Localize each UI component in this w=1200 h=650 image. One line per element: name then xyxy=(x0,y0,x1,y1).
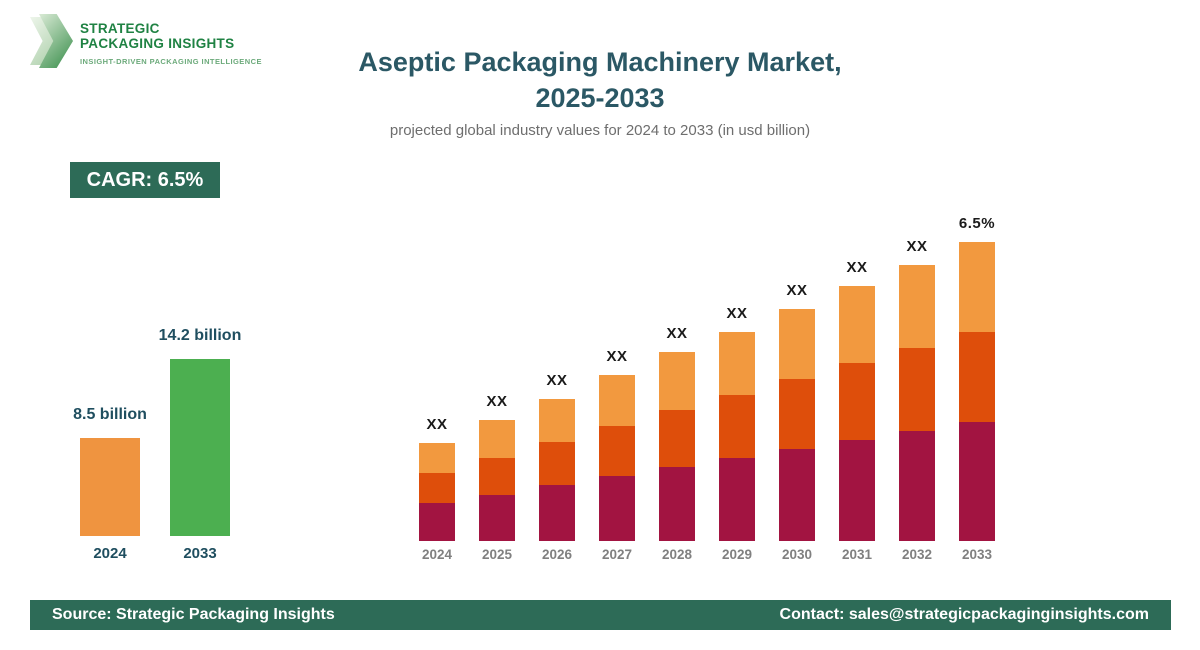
stacked-segment-top xyxy=(419,443,455,473)
footer-bar: Source: Strategic Packaging Insights Con… xyxy=(30,600,1171,630)
stacked-bar-top-label: XX xyxy=(606,348,628,365)
mini-bar-year-label: 2024 xyxy=(93,545,127,562)
stacked-segment-bottom xyxy=(539,485,575,541)
stacked-bar-year-label: 2029 xyxy=(721,547,753,562)
mini-bar-value-label: 14.2 billion xyxy=(158,327,242,344)
stacked-bar-year-label: 2033 xyxy=(961,547,993,562)
stacked-segment-top xyxy=(539,399,575,442)
stacked-bar-year-label: 2026 xyxy=(541,547,573,562)
stacked-bar-year-label: 2024 xyxy=(421,547,453,562)
page-title: Aseptic Packaging Machinery Market, 2025-… xyxy=(0,44,1200,116)
stacked-bar-top-label: 6.5% xyxy=(958,215,996,232)
stacked-segment-middle xyxy=(539,442,575,485)
stacked-bar-column-2024: XX 2024 xyxy=(419,416,455,562)
stacked-bar-column-2026: XX 2026 xyxy=(539,372,575,562)
summary-growth-chart: 8.5 billion 2024 14.2 billion 2033 xyxy=(73,327,242,562)
logo: STRATEGIC PACKAGING INSIGHTS INSIGHT-DRI… xyxy=(30,14,262,68)
stacked-bar-top-label: XX xyxy=(486,393,508,410)
stacked-segment-middle xyxy=(959,332,995,422)
page-subtitle: projected global industry values for 202… xyxy=(389,122,811,139)
cagr-badge: CAGR: 6.5% xyxy=(70,162,220,198)
stacked-bar-top-label: XX xyxy=(846,259,868,276)
stacked-segment-middle xyxy=(479,458,515,495)
mini-bar-2024 xyxy=(80,438,140,536)
stacked-segment-bottom xyxy=(839,440,875,541)
stacked-segment-middle xyxy=(779,379,815,449)
stacked-segment-bottom xyxy=(659,467,695,541)
stacked-bar-year-label: 2032 xyxy=(901,547,933,562)
stacked-segment-top xyxy=(719,332,755,395)
stacked-segment-middle xyxy=(599,426,635,476)
mini-bar-2033 xyxy=(170,359,230,536)
stacked-segment-middle xyxy=(899,348,935,431)
stacked-bar-column-2025: XX 2025 xyxy=(479,393,515,562)
stacked-segment-bottom xyxy=(779,449,815,541)
logo-name-line2: PACKAGING INSIGHTS xyxy=(80,36,235,51)
stacked-segment-bottom xyxy=(899,431,935,541)
stacked-bar-column-2027: XX 2027 xyxy=(599,348,635,562)
stacked-segment-middle xyxy=(719,395,755,458)
stacked-bar-top-label: XX xyxy=(786,282,808,299)
logo-tagline: INSIGHT-DRIVEN PACKAGING INTELLIGENCE xyxy=(80,57,262,66)
stacked-segment-top xyxy=(839,286,875,363)
stacked-bar-column-2033: 6.5% 2033 xyxy=(959,215,995,562)
stacked-segment-bottom xyxy=(599,476,635,541)
stacked-segment-top xyxy=(959,242,995,332)
stacked-bar-top-label: XX xyxy=(726,305,748,322)
page-title-line1: Aseptic Packaging Machinery Market, xyxy=(358,47,842,77)
stacked-bar-year-label: 2027 xyxy=(601,547,633,562)
mini-bar-year-label: 2033 xyxy=(183,545,217,562)
mini-bar-column-2033: 14.2 billion 2033 xyxy=(159,327,242,562)
chevron-arrow-icon xyxy=(30,14,74,68)
logo-text: STRATEGIC PACKAGING INSIGHTS INSIGHT-DRI… xyxy=(80,14,262,66)
stacked-segment-bottom xyxy=(419,503,455,541)
title-block: Aseptic Packaging Machinery Market, 2025-… xyxy=(0,44,1200,139)
stacked-bar-year-label: 2028 xyxy=(661,547,693,562)
stacked-segment-top xyxy=(779,309,815,379)
stacked-bar-top-label: XX xyxy=(906,238,928,255)
mini-bar-column-2024: 8.5 billion 2024 xyxy=(73,406,147,562)
stacked-bar-top-label: XX xyxy=(546,372,568,389)
logo-name-line1: STRATEGIC xyxy=(80,21,160,36)
stacked-bar-column-2032: XX 2032 xyxy=(899,238,935,562)
stacked-segment-top xyxy=(479,420,515,458)
stacked-segment-middle xyxy=(839,363,875,440)
stacked-segment-middle xyxy=(659,410,695,467)
stacked-bar-year-label: 2031 xyxy=(841,547,873,562)
stacked-segment-top xyxy=(899,265,935,348)
stacked-segment-bottom xyxy=(959,422,995,541)
stacked-bar-year-label: 2030 xyxy=(781,547,813,562)
stacked-bar-column-2031: XX 2031 xyxy=(839,259,875,562)
stacked-segment-bottom xyxy=(719,458,755,541)
stacked-bar-column-2028: XX 2028 xyxy=(659,325,695,562)
stacked-segment-bottom xyxy=(479,495,515,541)
stacked-segment-top xyxy=(599,375,635,426)
stacked-bar-column-2030: XX 2030 xyxy=(779,282,815,562)
stacked-bar-top-label: XX xyxy=(666,325,688,342)
stacked-bar-year-label: 2025 xyxy=(481,547,513,562)
mini-bar-value-label: 8.5 billion xyxy=(73,406,147,423)
stacked-bar-column-2029: XX 2029 xyxy=(719,305,755,562)
stacked-segment-top xyxy=(659,352,695,410)
stacked-segment-middle xyxy=(419,473,455,503)
yearly-stacked-chart: XX 2024 XX 2025 XX 2026 XX 2027 XX 2028 XX 2029 XX 20… xyxy=(419,195,995,562)
footer-contact: Contact: sales@strategicpackaginginsight… xyxy=(779,606,1149,623)
footer-source: Source: Strategic Packaging Insights xyxy=(52,606,335,623)
stacked-bar-top-label: XX xyxy=(426,416,448,433)
page-title-line2: 2025-2033 xyxy=(535,83,665,113)
